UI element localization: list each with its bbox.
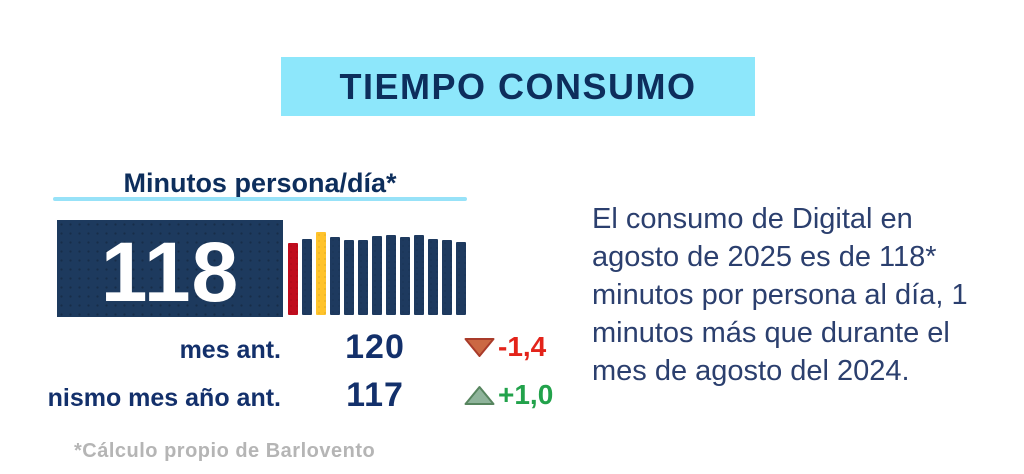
bar: [316, 232, 326, 315]
bar: [386, 235, 396, 315]
prev-month-value: 120: [345, 328, 405, 366]
same-month-last-year-delta-text: +1,0: [498, 379, 554, 410]
triangle-down-icon: [464, 337, 495, 357]
bar: [288, 243, 298, 315]
page-title: TIEMPO CONSUMO: [339, 65, 697, 107]
bar: [372, 236, 382, 315]
bar: [414, 235, 424, 315]
summary-text: El consumo de Digital en agosto de 2025 …: [592, 203, 968, 387]
prev-month-delta-text: -1,4: [498, 331, 547, 362]
same-month-last-year-value: 117: [346, 376, 404, 414]
bar: [330, 237, 340, 315]
bar: [358, 240, 368, 315]
prev-month-label: mes ant.: [179, 336, 281, 364]
bar: [344, 240, 354, 315]
bar: [428, 239, 438, 315]
triangle-up-icon: [464, 385, 495, 405]
footnote: *Cálculo propio de Barlovento: [74, 440, 376, 462]
metric-title: Minutos persona/día*: [123, 168, 397, 198]
metric-underline: [53, 197, 467, 201]
same-month-last-year-delta: +1,0: [464, 379, 553, 411]
bar: [302, 239, 312, 315]
big-value-box: 118: [57, 220, 283, 317]
bar: [400, 237, 410, 315]
title-banner: TIEMPO CONSUMO: [281, 57, 755, 116]
same-month-last-year-label: nismo mes año ant.: [47, 384, 281, 412]
big-value: 118: [100, 224, 240, 319]
bar: [456, 242, 466, 315]
sparkline-bars: [288, 230, 474, 315]
prev-month-delta: -1,4: [464, 331, 546, 363]
bar: [442, 240, 452, 315]
